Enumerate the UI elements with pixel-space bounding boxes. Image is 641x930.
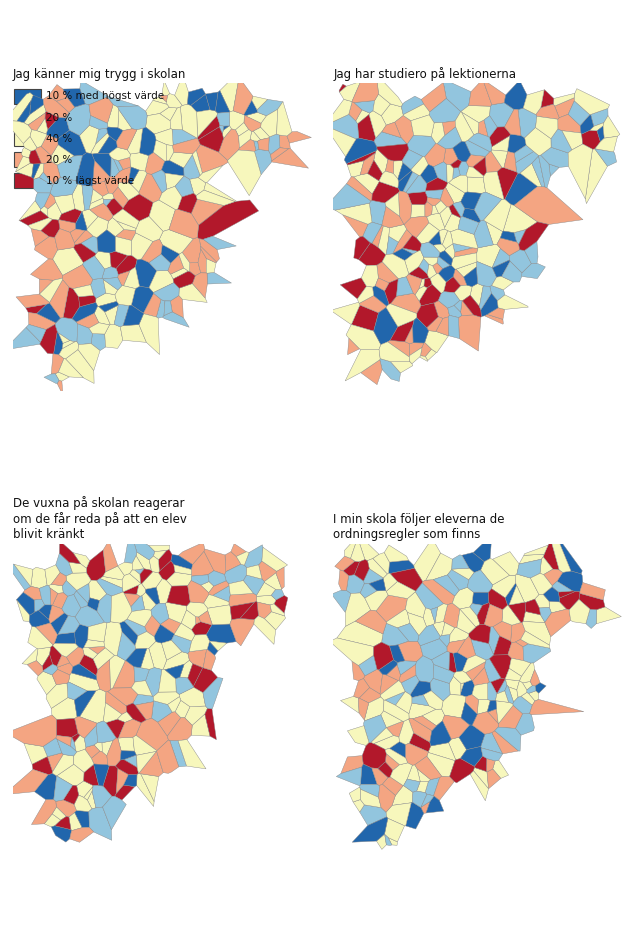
Text: 20 %: 20 % (46, 154, 72, 165)
Text: 10 % med högst värde: 10 % med högst värde (46, 91, 164, 101)
Text: 20 %: 20 % (46, 113, 72, 123)
Bar (14, 131, 40, 146)
Bar (14, 88, 40, 104)
Bar (14, 173, 40, 189)
Text: Jag känner mig trygg i skolan: Jag känner mig trygg i skolan (13, 68, 186, 81)
Bar (14, 110, 40, 126)
Text: De vuxna på skolan reagerar
om de får reda på att en elev
blivit kränkt: De vuxna på skolan reagerar om de får re… (13, 496, 187, 541)
Bar (14, 152, 40, 167)
Text: 10 % lägst värde: 10 % lägst värde (46, 176, 134, 186)
Text: I min skola följer eleverna de
ordningsregler som finns: I min skola följer eleverna de ordningsr… (333, 513, 505, 541)
Text: 40 %: 40 % (46, 134, 72, 143)
Text: Jag har studiero på lektionerna: Jag har studiero på lektionerna (333, 67, 516, 81)
